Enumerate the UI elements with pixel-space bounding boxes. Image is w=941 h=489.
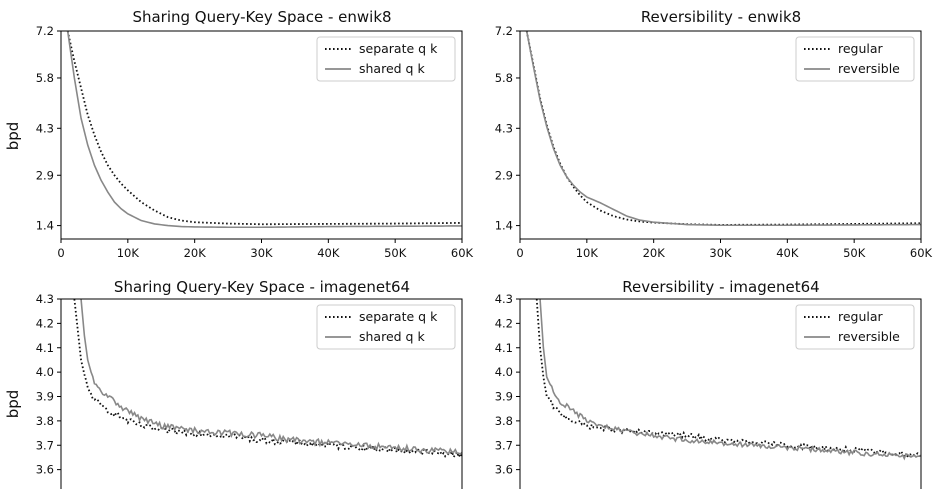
x-tick-label: 50K <box>384 246 407 260</box>
y-tick-label: 3.8 <box>495 414 513 428</box>
x-tick-label: 60K <box>451 246 474 260</box>
x-tick-label: 30K <box>250 246 273 260</box>
series-line-separate-q-k <box>66 31 462 226</box>
legend-label: shared q k <box>359 329 425 344</box>
chart-title: Reversibility - imagenet64 <box>622 278 819 296</box>
legend-label: shared q k <box>359 61 425 76</box>
legend-box <box>316 304 456 350</box>
x-tick-label: 40K <box>317 246 340 260</box>
y-tick-label: 5.8 <box>36 71 54 85</box>
legend-label: regular <box>838 309 884 324</box>
y-tick-label: 3.9 <box>36 390 54 404</box>
legend-label: reversible <box>838 329 900 344</box>
x-tick-label: 30K <box>709 246 732 260</box>
legend: separate q k shared q k <box>316 304 456 350</box>
y-tick-label: 4.2 <box>36 316 54 330</box>
y-tick-label: 3.6 <box>495 463 513 477</box>
chart-panel-2: Reversibility - enwik8 1.4 2.9 4.3 5.8 7.2 0 10… <box>495 8 933 260</box>
y-tick-label: 4.3 <box>36 292 54 306</box>
chart-title: Sharing Query-Key Space - enwik8 <box>132 8 391 26</box>
x-tick-label: 60K <box>910 246 933 260</box>
x-tick-label: 40K <box>776 246 799 260</box>
chart-panel-3: Sharing Query-Key Space - imagenet64 bpd 3… <box>4 278 463 489</box>
y-tick-label: 2.9 <box>36 168 54 182</box>
y-axis-label: bpd <box>4 390 22 419</box>
legend: regular reversible <box>795 36 915 82</box>
x-tick-label: 10K <box>576 246 599 260</box>
y-tick-label: 1.4 <box>36 219 54 233</box>
x-tick-label: 0 <box>57 246 64 260</box>
y-tick-label: 4.0 <box>36 365 54 379</box>
y-tick-label: 3.6 <box>36 463 54 477</box>
legend-label: separate q k <box>359 41 438 56</box>
x-tick-label: 20K <box>643 246 666 260</box>
y-tick-label: 1.4 <box>495 219 513 233</box>
plot-frame <box>519 298 922 489</box>
series-line-reversible <box>539 299 921 461</box>
legend: separate q k shared q k <box>316 36 456 82</box>
chart-title: Reversibility - enwik8 <box>641 8 801 26</box>
y-tick-label: 3.7 <box>36 438 54 452</box>
y-tick-label: 4.3 <box>495 121 513 135</box>
legend-label: regular <box>838 41 884 56</box>
y-tick-label: 4.2 <box>495 316 513 330</box>
legend: regular reversible <box>795 304 915 350</box>
legend-label: reversible <box>838 61 900 76</box>
y-tick-label: 2.9 <box>495 168 513 182</box>
chart-panel-4: Reversibility - imagenet64 3.6 3.7 3.8 3.9 4.… <box>495 278 922 489</box>
x-tick-label: 10K <box>117 246 140 260</box>
plot-frame <box>60 30 463 240</box>
plot-frame <box>60 298 463 489</box>
y-axis-label: bpd <box>4 122 22 151</box>
series-line-reversible <box>525 31 921 227</box>
series-line-shared-q-k <box>66 31 462 229</box>
y-tick-label: 3.9 <box>495 390 513 404</box>
legend-box <box>316 36 456 82</box>
y-tick-label: 7.2 <box>495 24 513 38</box>
y-tick-label: 5.8 <box>495 71 513 85</box>
series-line-shared-q-k <box>80 299 462 455</box>
y-tick-label: 3.8 <box>36 414 54 428</box>
y-tick-label: 4.3 <box>36 121 54 135</box>
y-tick-label: 4.1 <box>36 341 54 355</box>
x-tick-label: 20K <box>184 246 207 260</box>
series-line-regular <box>535 299 921 458</box>
x-tick-label: 0 <box>516 246 523 260</box>
y-tick-label: 7.2 <box>36 24 54 38</box>
legend-label: separate q k <box>359 309 438 324</box>
y-tick-label: 4.0 <box>495 365 513 379</box>
y-tick-label: 3.7 <box>495 438 513 452</box>
series-line-separate-q-k <box>73 299 462 460</box>
plot-frame <box>519 30 922 240</box>
chart-title: Sharing Query-Key Space - imagenet64 <box>114 278 410 296</box>
chart-panel-1: Sharing Query-Key Space - enwik8 bpd 1.4 2.… <box>4 8 474 260</box>
x-tick-label: 50K <box>843 246 866 260</box>
y-tick-label: 4.1 <box>495 341 513 355</box>
y-tick-label: 4.3 <box>495 292 513 306</box>
